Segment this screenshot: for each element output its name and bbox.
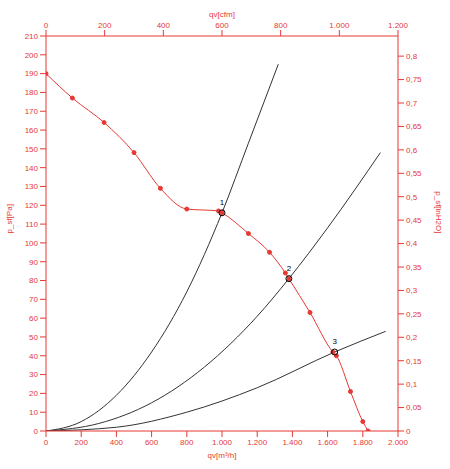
svg-text:1.600: 1.600 [318, 438, 339, 447]
svg-text:200: 200 [25, 51, 39, 60]
svg-text:1: 1 [220, 198, 225, 207]
svg-text:160: 160 [25, 126, 39, 135]
svg-text:70: 70 [29, 295, 38, 304]
svg-text:0,7: 0,7 [406, 99, 418, 108]
svg-text:60: 60 [29, 314, 38, 323]
svg-text:170: 170 [25, 107, 39, 116]
svg-text:50: 50 [29, 333, 38, 342]
svg-text:600: 600 [145, 438, 159, 447]
svg-text:210: 210 [25, 32, 39, 41]
svg-text:40: 40 [29, 352, 38, 361]
svg-text:0,1: 0,1 [406, 380, 418, 389]
svg-text:0,3: 0,3 [406, 286, 418, 295]
svg-text:0: 0 [406, 427, 411, 436]
svg-text:20: 20 [29, 389, 38, 398]
svg-text:1.200: 1.200 [388, 21, 409, 30]
svg-text:1.400: 1.400 [282, 438, 303, 447]
svg-text:0: 0 [44, 21, 49, 30]
svg-text:0: 0 [44, 438, 49, 447]
svg-text:200: 200 [98, 21, 112, 30]
svg-text:90: 90 [29, 258, 38, 267]
svg-text:p_sf[Pa]: p_sf[Pa] [5, 204, 14, 233]
svg-text:0,6: 0,6 [406, 146, 418, 155]
svg-text:0,05: 0,05 [406, 403, 422, 412]
svg-text:150: 150 [25, 145, 39, 154]
svg-text:800: 800 [274, 21, 288, 30]
svg-text:800: 800 [180, 438, 194, 447]
svg-text:1.800: 1.800 [353, 438, 374, 447]
svg-text:3: 3 [332, 337, 337, 346]
svg-text:0,5: 0,5 [406, 193, 418, 202]
svg-text:0,15: 0,15 [406, 357, 422, 366]
svg-text:0,55: 0,55 [406, 169, 422, 178]
svg-text:200: 200 [75, 438, 89, 447]
svg-text:400: 400 [110, 438, 124, 447]
svg-text:120: 120 [25, 201, 39, 210]
svg-text:0,75: 0,75 [406, 75, 422, 84]
svg-text:0,4: 0,4 [406, 239, 418, 248]
svg-text:2.000: 2.000 [388, 438, 409, 447]
svg-text:qv[cfm]: qv[cfm] [209, 10, 235, 19]
svg-text:0,25: 0,25 [406, 310, 422, 319]
svg-text:2: 2 [287, 264, 292, 273]
svg-text:130: 130 [25, 182, 39, 191]
svg-text:190: 190 [25, 69, 39, 78]
svg-text:0,8: 0,8 [406, 52, 418, 61]
svg-text:600: 600 [215, 21, 229, 30]
svg-text:110: 110 [25, 220, 38, 229]
svg-text:1.200: 1.200 [247, 438, 268, 447]
svg-text:qv[m³/h]: qv[m³/h] [208, 451, 237, 460]
svg-text:30: 30 [29, 370, 38, 379]
svg-text:0,45: 0,45 [406, 216, 422, 225]
svg-text:400: 400 [157, 21, 171, 30]
svg-text:10: 10 [29, 408, 38, 417]
svg-text:100: 100 [25, 239, 39, 248]
svg-text:0,65: 0,65 [406, 122, 422, 131]
svg-text:140: 140 [25, 164, 39, 173]
svg-text:0,2: 0,2 [406, 333, 418, 342]
svg-text:1.000: 1.000 [212, 438, 233, 447]
svg-text:80: 80 [29, 276, 38, 285]
svg-text:1.000: 1.000 [329, 21, 350, 30]
svg-text:180: 180 [25, 88, 39, 97]
svg-text:0: 0 [34, 427, 39, 436]
svg-text:p_sf[inH2O]: p_sf[inH2O] [434, 191, 443, 233]
svg-text:0,35: 0,35 [406, 263, 422, 272]
